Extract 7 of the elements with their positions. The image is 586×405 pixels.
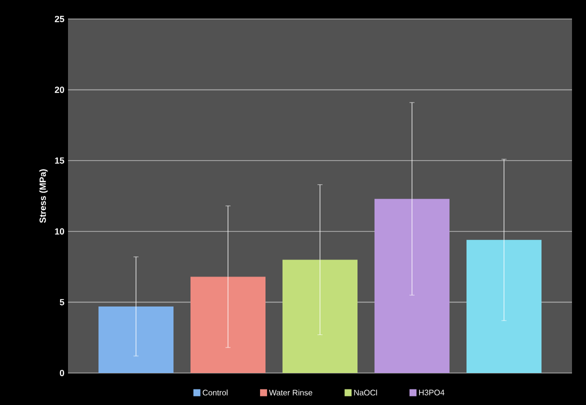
y-tick-label: 15 — [55, 157, 64, 164]
y-tick-label: 25 — [54, 16, 64, 22]
y-tick-label: 0 — [60, 370, 64, 376]
y-tick-label: 20 — [54, 86, 64, 93]
y-tick-label: 10 — [55, 228, 64, 235]
y-axis-title: Stress (MPa) — [39, 169, 48, 223]
y-tick-label: 5 — [60, 299, 64, 306]
